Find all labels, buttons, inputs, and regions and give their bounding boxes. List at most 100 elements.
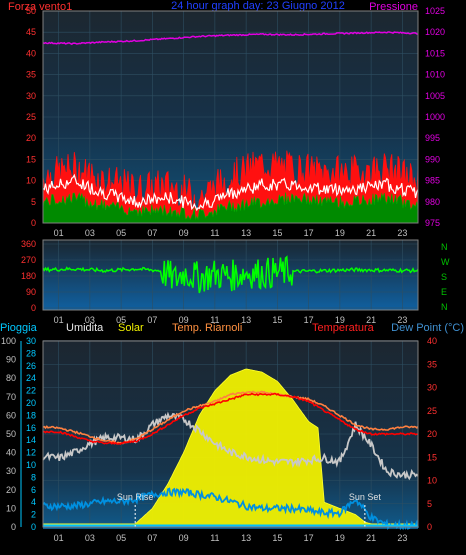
humidity-tick-label: 50 <box>6 429 16 439</box>
humidity-tick-label: 80 <box>6 373 16 383</box>
compass-label: W <box>441 257 450 267</box>
compass-label: E <box>441 287 447 297</box>
top-right-tick-label: 975 <box>425 218 440 228</box>
top-left-tick-label: 15 <box>26 154 36 164</box>
solar-tick-label: 30 <box>26 336 36 346</box>
solar-tick-label: 6 <box>31 485 36 495</box>
legend-solar: Solar <box>118 322 144 334</box>
top-x-tick-label: 21 <box>366 228 376 238</box>
legend-temp-riarnoli: Temp. Riarnoli <box>172 322 242 334</box>
bottom-x-tick-label: 07 <box>147 533 157 543</box>
humidity-tick-label: 40 <box>6 448 16 458</box>
dir-x-tick-label: 15 <box>272 315 282 325</box>
wind-base-series <box>42 192 419 224</box>
dir-plot-frame <box>42 239 419 311</box>
temperatura-series <box>42 392 419 446</box>
dir-x-tick-label: 01 <box>54 315 64 325</box>
top-right-tick-label: 1025 <box>425 6 445 16</box>
top-x-tick-label: 07 <box>147 228 157 238</box>
chart-title: 24 hour graph day: 23 Giugno 2012 <box>171 0 345 12</box>
compass-label: S <box>441 272 447 282</box>
legend-temperatura: Temperatura <box>312 322 375 334</box>
temp-tick-label: 20 <box>427 429 437 439</box>
top-right-tick-label: 1005 <box>425 91 445 101</box>
temp-tick-label: 0 <box>427 522 432 532</box>
humidity-tick-label: 10 <box>6 503 16 513</box>
top-left-tick-label: 30 <box>26 91 36 101</box>
top-right-tick-label: 1010 <box>425 70 445 80</box>
temp-tick-label: 35 <box>427 359 437 369</box>
sun-annotation: Sun Rise <box>117 492 154 502</box>
dir-x-tick-label: 03 <box>85 315 95 325</box>
bottom-x-tick-label: 15 <box>272 533 282 543</box>
top-x-tick-label: 19 <box>335 228 345 238</box>
humidity-tick-label: 30 <box>6 466 16 476</box>
wind-axis-label: Forza vento1 <box>8 1 72 13</box>
humidity-tick-label: 20 <box>6 485 16 495</box>
solar-tick-label: 18 <box>26 410 36 420</box>
top-x-tick-label: 17 <box>304 228 314 238</box>
humidity-tick-label: 0 <box>11 522 16 532</box>
top-right-tick-label: 990 <box>425 154 440 164</box>
dir-x-tick-label: 05 <box>116 315 126 325</box>
solar-tick-label: 26 <box>26 361 36 371</box>
dir-x-tick-label: 17 <box>304 315 314 325</box>
pressure-axis-label: Pressione <box>369 1 418 13</box>
dir-tick-label: 360 <box>21 239 36 249</box>
temp-tick-label: 40 <box>427 336 437 346</box>
legend-dewpoint: Dew Point (°C) <box>391 322 464 334</box>
solar-tick-label: 8 <box>31 472 36 482</box>
top-right-tick-label: 980 <box>425 197 440 207</box>
top-plot-frame <box>42 10 419 224</box>
top-left-tick-label: 25 <box>26 112 36 122</box>
solar-tick-label: 16 <box>26 423 36 433</box>
top-right-tick-label: 995 <box>425 133 440 143</box>
temp-riarnoli-series <box>42 390 419 445</box>
solar-tick-label: 10 <box>26 460 36 470</box>
top-x-tick-label: 15 <box>272 228 282 238</box>
top-right-tick-label: 985 <box>425 176 440 186</box>
bottom-x-tick-label: 11 <box>210 533 219 543</box>
top-right-tick-label: 1015 <box>425 48 445 58</box>
dir-x-tick-label: 19 <box>335 315 345 325</box>
top-left-tick-label: 40 <box>26 48 36 58</box>
top-left-tick-label: 45 <box>26 27 36 37</box>
humidity-tick-label: 90 <box>6 355 16 365</box>
temp-tick-label: 25 <box>427 406 437 416</box>
solar-tick-label: 14 <box>26 435 36 445</box>
temp-tick-label: 10 <box>427 476 437 486</box>
compass-label: N <box>441 242 448 252</box>
dewpoint-series <box>42 487 419 531</box>
top-left-tick-label: 0 <box>31 218 36 228</box>
bottom-x-tick-label: 09 <box>179 533 189 543</box>
bottom-x-tick-label: 23 <box>397 533 407 543</box>
top-left-tick-label: 50 <box>26 6 36 16</box>
direction-plot-area <box>43 240 418 310</box>
bottom-x-tick-label: 21 <box>366 533 376 543</box>
solar-tick-label: 0 <box>31 522 36 532</box>
dir-tick-label: 90 <box>26 287 36 297</box>
top-x-tick-label: 01 <box>54 228 64 238</box>
bottom-x-tick-label: 05 <box>116 533 126 543</box>
wind-direction-series <box>42 255 419 294</box>
top-x-tick-label: 09 <box>179 228 189 238</box>
humidity-tick-label: 70 <box>6 392 16 402</box>
bottom-x-tick-label: 13 <box>241 533 251 543</box>
dir-tick-label: 0 <box>31 303 36 313</box>
solar-series <box>42 368 419 528</box>
top-x-tick-label: 05 <box>116 228 126 238</box>
solar-tick-label: 24 <box>26 373 36 383</box>
bottom-x-tick-label: 17 <box>304 533 314 543</box>
solar-tick-label: 28 <box>26 348 36 358</box>
temp-tick-label: 5 <box>427 499 432 509</box>
bottom-plot-frame <box>42 340 419 528</box>
bottom-x-tick-label: 01 <box>54 533 64 543</box>
solar-tick-label: 2 <box>31 510 36 520</box>
compass-label: N <box>441 302 448 312</box>
dir-x-tick-label: 09 <box>179 315 189 325</box>
bottom-x-tick-label: 03 <box>85 533 95 543</box>
humidity-tick-label: 60 <box>6 410 16 420</box>
top-left-tick-label: 10 <box>26 176 36 186</box>
